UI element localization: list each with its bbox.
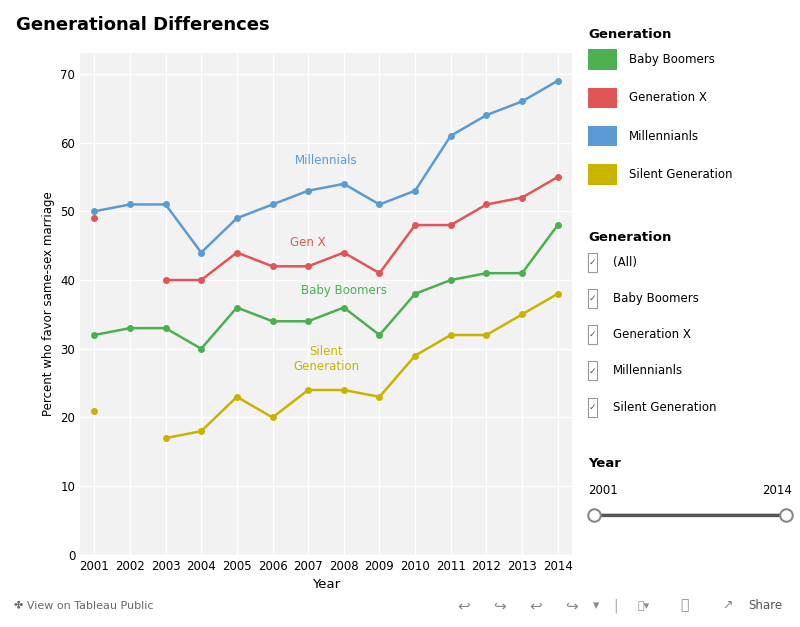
Text: ↗: ↗	[722, 599, 734, 612]
Text: ✓: ✓	[589, 403, 596, 411]
Text: ⬜: ⬜	[680, 599, 688, 613]
Text: Year: Year	[588, 456, 621, 470]
Text: Silent Generation: Silent Generation	[613, 401, 716, 414]
Bar	[588, 88, 617, 108]
Text: Generation: Generation	[588, 231, 671, 244]
Bar	[588, 325, 597, 344]
Text: Baby Boomers: Baby Boomers	[629, 53, 714, 66]
Text: Millennials: Millennials	[294, 154, 358, 167]
Text: Silent Generation: Silent Generation	[629, 168, 732, 181]
Text: Millennianls: Millennianls	[613, 364, 683, 377]
Text: Generation X: Generation X	[629, 92, 706, 104]
Text: 2014: 2014	[762, 484, 792, 497]
Text: ↪: ↪	[566, 598, 578, 613]
Text: Gen X: Gen X	[290, 236, 326, 249]
Text: ✤ View on Tableau Public: ✤ View on Tableau Public	[14, 601, 154, 611]
Text: ↪: ↪	[494, 598, 506, 613]
Text: ↩: ↩	[458, 598, 470, 613]
Y-axis label: Percent who favor same-sex marriage: Percent who favor same-sex marriage	[42, 192, 54, 416]
X-axis label: Year: Year	[312, 578, 340, 591]
Text: |: |	[614, 598, 618, 613]
Text: Share: Share	[748, 599, 782, 612]
Bar	[588, 398, 597, 416]
Text: Generation: Generation	[588, 28, 671, 41]
Bar	[588, 164, 617, 185]
Text: ✓: ✓	[589, 330, 596, 339]
Text: Generation X: Generation X	[613, 329, 690, 341]
Bar	[588, 361, 597, 381]
Text: ✓: ✓	[589, 366, 596, 376]
Text: Baby Boomers: Baby Boomers	[301, 284, 386, 297]
Text: ↩: ↩	[530, 598, 542, 613]
Text: ▾: ▾	[593, 599, 599, 612]
Bar	[588, 50, 617, 70]
Text: Generational Differences: Generational Differences	[16, 16, 270, 34]
Text: (All): (All)	[613, 256, 637, 269]
Text: ✓: ✓	[589, 294, 596, 303]
Text: 2001: 2001	[588, 484, 618, 497]
Bar	[588, 126, 617, 146]
Text: Millennianls: Millennianls	[629, 130, 699, 143]
Text: ✓: ✓	[589, 258, 596, 267]
Bar	[588, 289, 597, 308]
Text: Baby Boomers: Baby Boomers	[613, 292, 698, 305]
Text: Silent
Generation: Silent Generation	[293, 345, 359, 373]
Text: ⬛▾: ⬛▾	[638, 601, 650, 611]
Bar	[588, 253, 597, 272]
